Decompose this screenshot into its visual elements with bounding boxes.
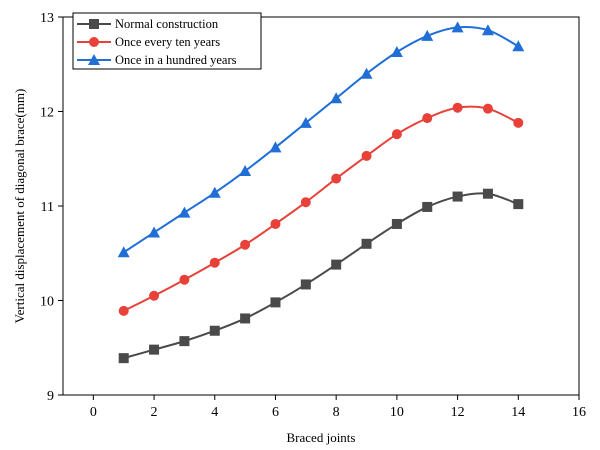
axis-ticks: 0 2 4 6 8 10 12 14 16 9 10 11 12 13 [40, 11, 586, 420]
legend-marker-shape [89, 19, 99, 29]
plot-frame [62, 16, 580, 396]
y-tick-label: 11 [41, 200, 54, 215]
x-tick-label: 6 [272, 405, 279, 420]
data-point [240, 313, 251, 324]
data-point [209, 325, 220, 336]
data-point [361, 150, 372, 161]
data-point [117, 246, 130, 258]
x-tick-label: 0 [90, 405, 97, 420]
data-point [178, 206, 191, 218]
data-point [391, 129, 402, 140]
data-point [512, 40, 525, 52]
series-group [117, 21, 525, 364]
data-point [481, 24, 494, 36]
series-3 [117, 21, 525, 258]
data-point [422, 113, 433, 124]
data-point [148, 226, 161, 238]
legend-marker [89, 19, 99, 29]
y-tick-label: 13 [40, 11, 54, 26]
data-point [270, 218, 281, 229]
data-point [513, 199, 524, 210]
legend-item: Once in a hundred years [77, 53, 237, 67]
data-point [331, 259, 342, 270]
series-1 [118, 188, 524, 364]
y-axis-title: Vertical displacement of diagonal brace(… [12, 89, 27, 324]
data-point [299, 116, 312, 128]
data-point [513, 117, 524, 128]
x-tick-label: 16 [572, 405, 586, 420]
data-point [422, 201, 433, 212]
data-point [421, 29, 434, 41]
legend-item: Normal construction [77, 17, 219, 31]
legend-label: Normal construction [115, 17, 219, 31]
data-point [482, 188, 493, 199]
data-point [390, 45, 403, 57]
data-point [240, 239, 251, 250]
data-point [330, 92, 343, 104]
x-tick-label: 12 [451, 405, 465, 420]
data-point [208, 186, 221, 198]
x-axis-title: Braced joints [287, 430, 356, 445]
legend-marker [89, 37, 99, 47]
data-point [300, 279, 311, 290]
x-tick-label: 14 [511, 405, 525, 420]
data-point [149, 290, 160, 301]
legend: Normal construction Once every ten years… [72, 12, 262, 70]
data-point [118, 353, 129, 364]
y-tick-label: 9 [47, 389, 54, 404]
data-point [239, 165, 252, 177]
data-point [149, 344, 160, 355]
legend-label: Once in a hundred years [115, 53, 237, 67]
legend-item: Once every ten years [77, 35, 220, 49]
data-point [269, 141, 282, 153]
y-tick-label: 10 [40, 295, 54, 310]
x-tick-label: 4 [211, 405, 218, 420]
data-point [482, 103, 493, 114]
legend-marker-shape [88, 54, 100, 65]
data-point [331, 173, 342, 184]
x-tick-label: 2 [151, 405, 158, 420]
data-point [452, 102, 463, 113]
legend-marker [88, 54, 100, 65]
data-point [391, 218, 402, 229]
data-point [179, 336, 190, 347]
data-point [118, 305, 129, 316]
data-point [179, 274, 190, 285]
legend-marker-shape [89, 37, 99, 47]
data-point [361, 238, 372, 249]
data-point [360, 67, 373, 79]
series-2 [118, 102, 524, 316]
data-point [300, 197, 311, 208]
legend-label: Once every ten years [115, 35, 220, 49]
x-tick-label: 10 [390, 405, 404, 420]
x-tick-label: 8 [333, 405, 340, 420]
data-point [209, 257, 220, 268]
y-tick-label: 12 [40, 106, 54, 121]
data-point [451, 21, 464, 33]
data-point [452, 191, 463, 202]
data-point [270, 297, 281, 308]
